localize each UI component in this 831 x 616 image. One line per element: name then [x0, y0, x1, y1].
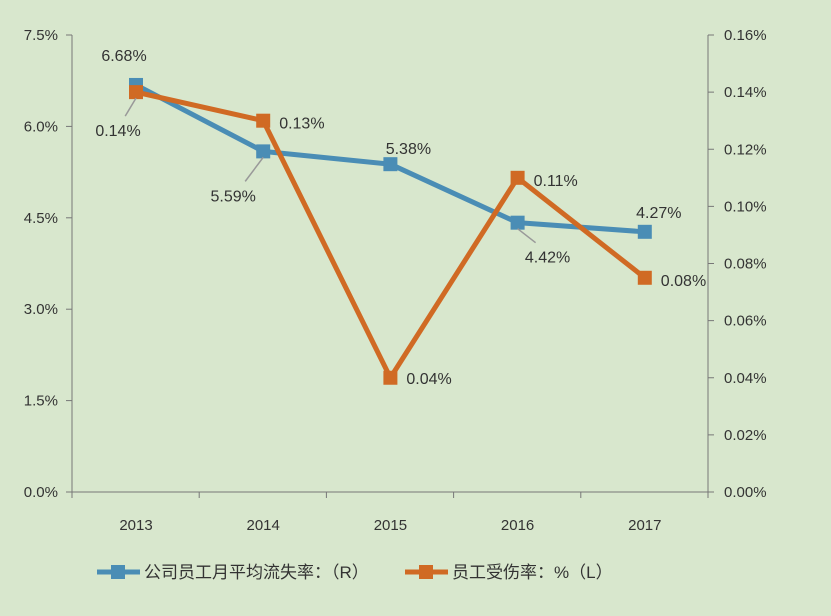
right-tick-label: 0.16% [724, 27, 767, 44]
data-point [383, 157, 398, 172]
legend-label-turnover: 公司员工月平均流失率：（R） [144, 563, 369, 582]
x-tick-label: 2017 [628, 517, 661, 534]
right-tick-label: 0.12% [724, 141, 767, 158]
left-tick-label: 7.5% [24, 27, 58, 44]
label-leader-line [244, 156, 264, 182]
left-tick-label: 1.5% [24, 393, 58, 410]
left-tick-label: 0.0% [24, 484, 58, 501]
data-point [510, 215, 525, 230]
legend-item-turnover: 公司员工月平均流失率：（R） [97, 563, 369, 582]
legend: 公司员工月平均流失率：（R） 员工受伤率：%（L） [97, 563, 613, 582]
right-tick-label: 0.04% [724, 370, 767, 387]
left-tick-label: 3.0% [24, 301, 58, 318]
left-tick-label: 4.5% [24, 210, 58, 227]
data-point [637, 224, 652, 239]
right-tick-label: 0.06% [724, 313, 767, 330]
data-point [256, 144, 271, 159]
data-label: 0.13% [279, 116, 324, 133]
data-label: 4.42% [525, 250, 570, 267]
data-label: 0.08% [661, 273, 706, 290]
left-tick-label: 6.0% [24, 118, 58, 135]
data-label: 0.14% [95, 123, 140, 140]
data-label: 4.27% [636, 205, 681, 222]
right-tick-label: 0.08% [724, 256, 767, 273]
series-line-1 [135, 89, 647, 381]
data-label: 6.68% [101, 48, 146, 65]
right-tick-label: 0.00% [724, 484, 767, 501]
label-leader-line [124, 97, 137, 117]
right-tick-label: 0.14% [724, 84, 767, 101]
legend-item-injury: 员工受伤率：%（L） [405, 563, 613, 582]
data-point [510, 170, 525, 185]
data-label: 0.04% [406, 371, 451, 388]
x-tick-label: 2014 [247, 517, 280, 534]
legend-label-injury: 员工受伤率：%（L） [452, 563, 613, 582]
x-tick-label: 2013 [119, 517, 152, 534]
data-label: 5.38% [386, 141, 431, 158]
data-point [129, 85, 143, 100]
data-label: 0.11% [534, 173, 578, 190]
data-point [637, 270, 652, 285]
right-tick-label: 0.10% [724, 198, 767, 215]
x-tick-label: 2015 [374, 517, 407, 534]
right-tick-label: 0.02% [724, 427, 767, 444]
data-point [383, 370, 398, 385]
label-leader-line [517, 228, 537, 244]
data-label: 5.59% [211, 188, 256, 205]
x-tick-label: 2016 [501, 517, 534, 534]
data-point [256, 113, 271, 128]
